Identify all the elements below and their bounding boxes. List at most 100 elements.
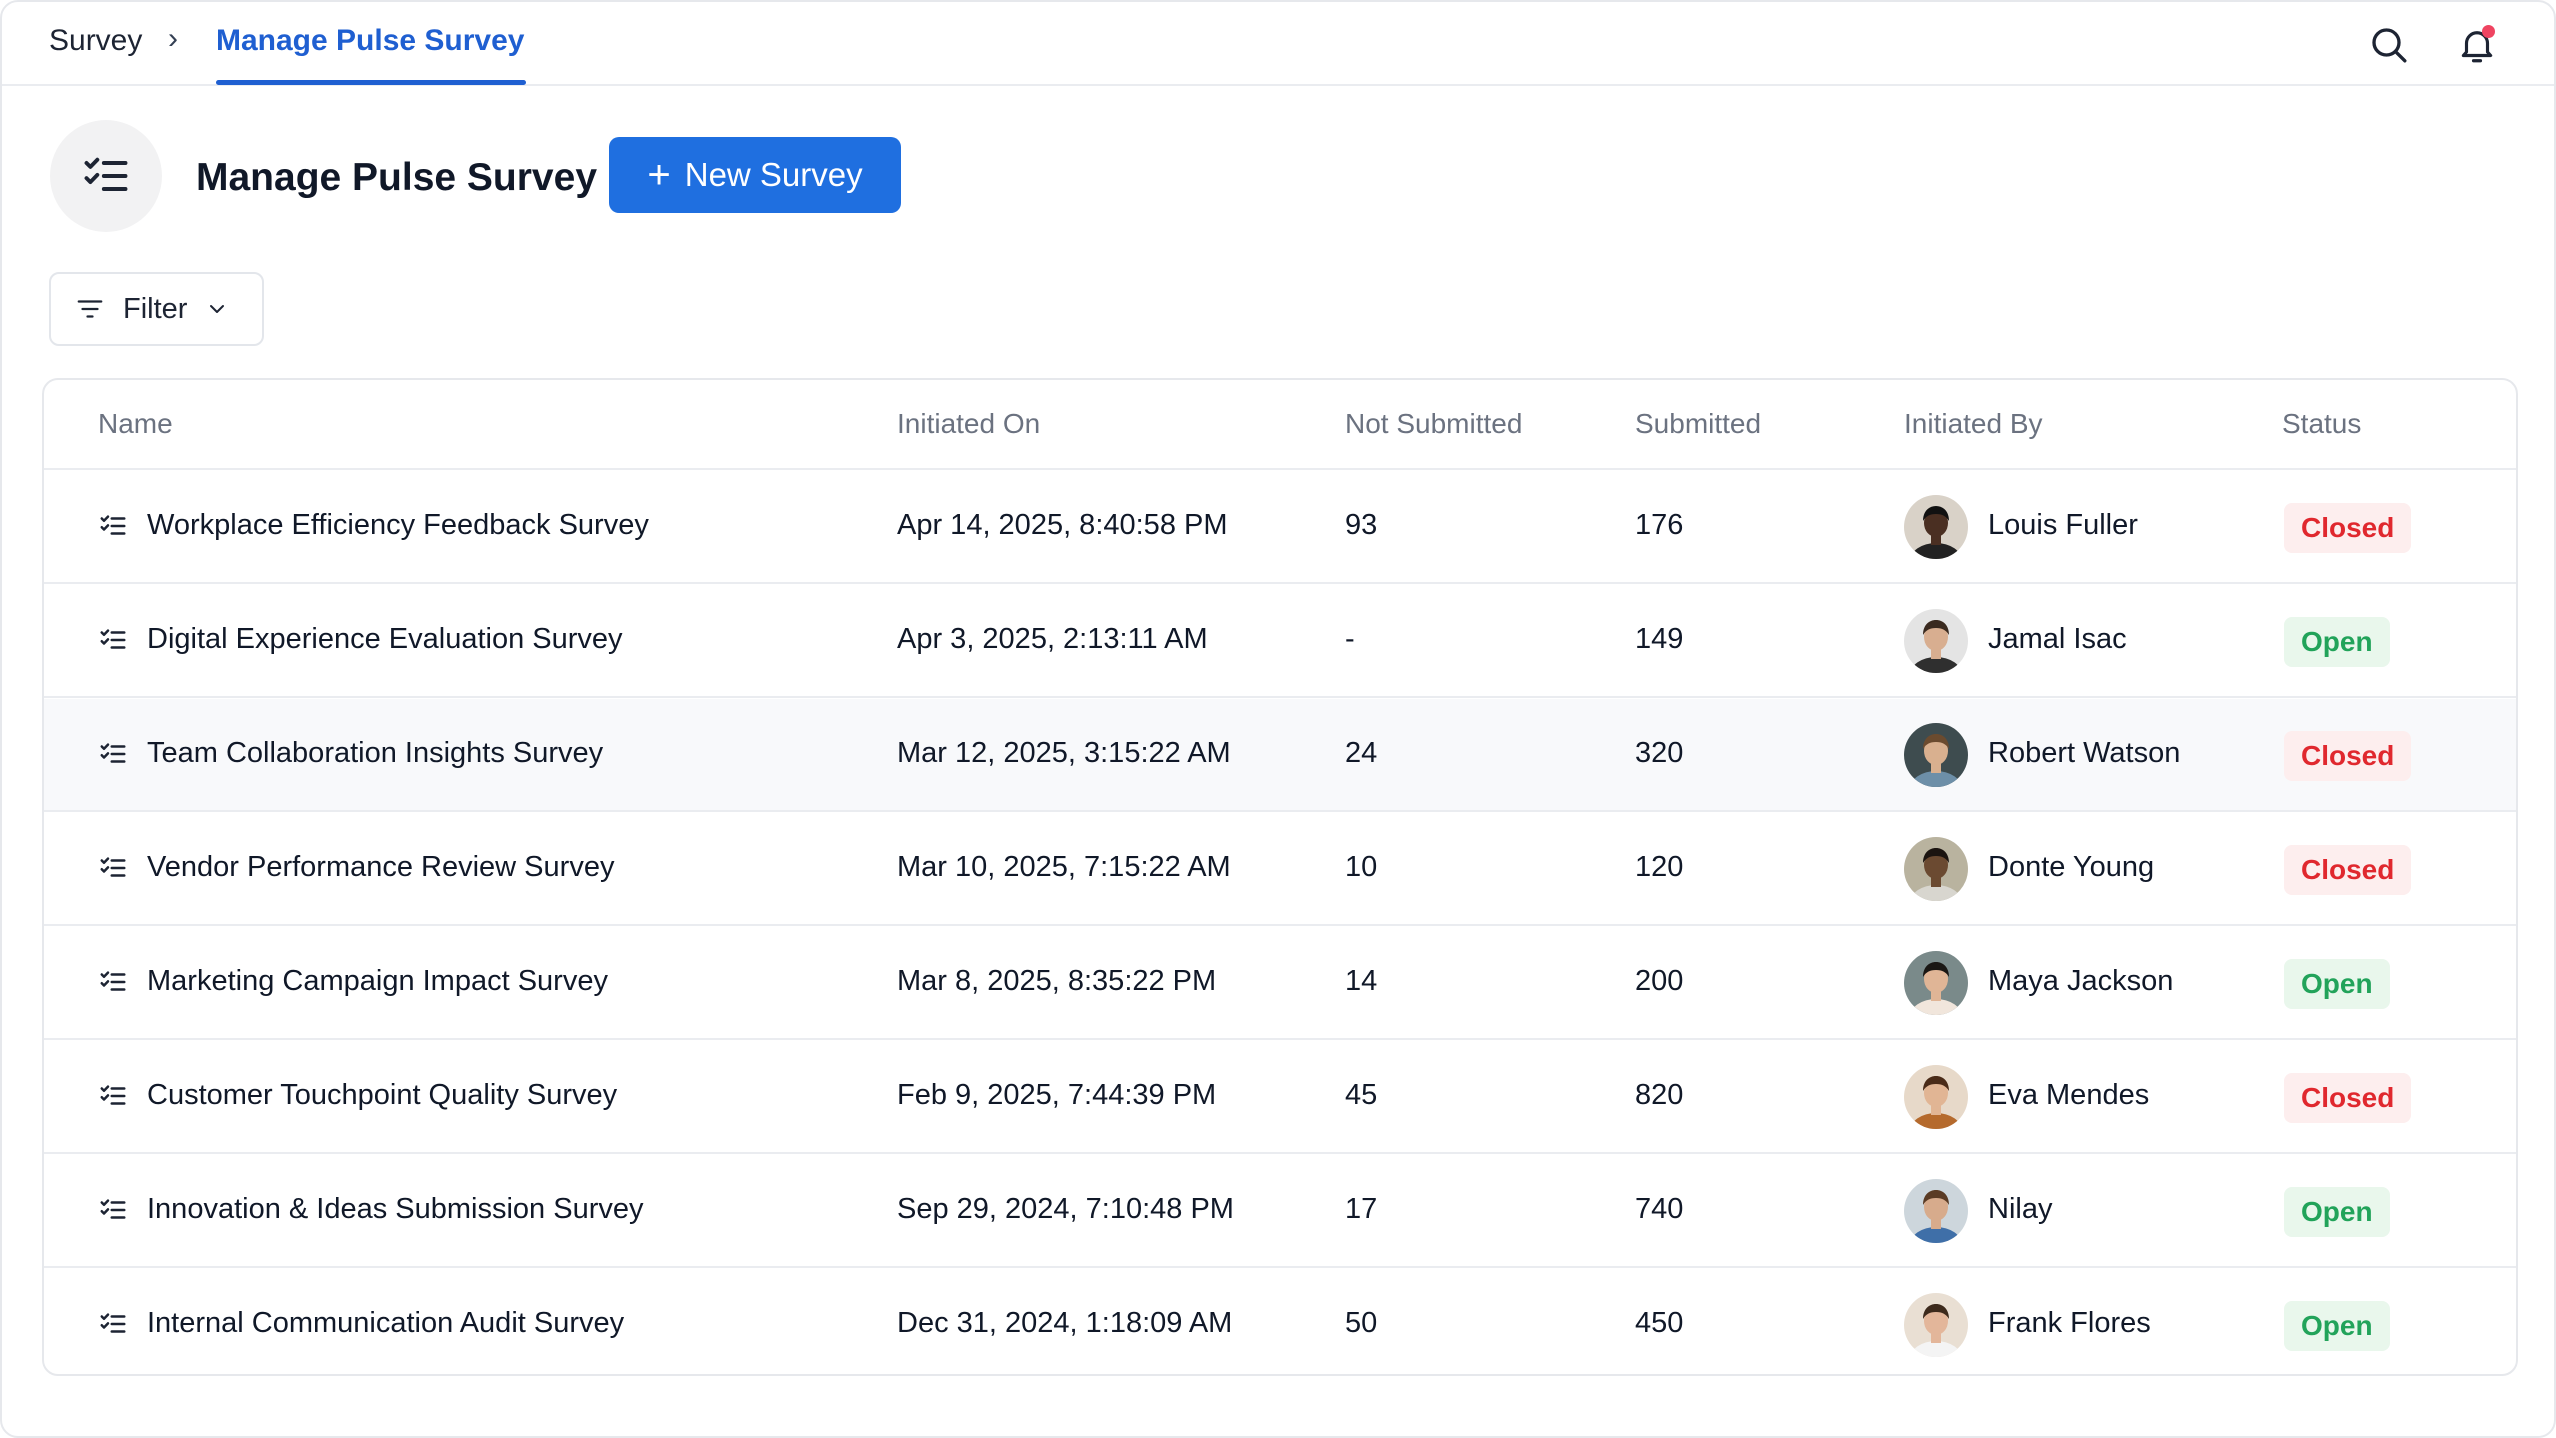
breadcrumb-separator: › (168, 22, 178, 55)
avatar (1904, 837, 1968, 901)
chevron-down-icon (210, 305, 225, 313)
survey-name[interactable]: Marketing Campaign Impact Survey (147, 965, 608, 997)
table-row[interactable]: Marketing Campaign Impact Survey Mar 8, 2… (44, 927, 2516, 1040)
submitted-count: 176 (1635, 509, 1684, 541)
avatar (1904, 951, 1968, 1015)
status-badge: Closed (2284, 845, 2412, 895)
avatar-photo (1904, 723, 1968, 787)
initiated-by-name: Donte Young (1988, 851, 2155, 883)
column-header-name[interactable]: Name (98, 408, 173, 439)
not-submitted-count: 50 (1345, 1307, 1378, 1339)
initiated-on: Sep 29, 2024, 7:10:48 PM (897, 1193, 1234, 1225)
status-badge: Open (2284, 1187, 2390, 1237)
initiated-on: Mar 8, 2025, 8:35:22 PM (897, 965, 1217, 997)
breadcrumb-survey[interactable]: Survey (49, 24, 143, 57)
survey-name[interactable]: Internal Communication Audit Survey (147, 1307, 625, 1339)
table-row[interactable]: Internal Communication Audit Survey Dec 3… (44, 1269, 2516, 1374)
not-submitted-count: 45 (1345, 1079, 1378, 1111)
column-header-initiated-on[interactable]: Initiated On (897, 408, 1041, 439)
table-row[interactable]: Vendor Performance Review Survey Mar 10, … (44, 813, 2516, 926)
initiated-by-name: Maya Jackson (1988, 965, 2174, 997)
initiated-by-name: Frank Flores (1988, 1307, 2151, 1339)
avatar (1904, 495, 1968, 559)
survey-name[interactable]: Workplace Efficiency Feedback Survey (147, 509, 649, 541)
initiated-on: Mar 10, 2025, 7:15:22 AM (897, 851, 1231, 883)
avatar (1904, 609, 1968, 673)
avatar-photo (1904, 609, 1968, 673)
avatar (1904, 723, 1968, 787)
column-header-status[interactable]: Status (2282, 408, 2362, 439)
initiated-on: Dec 31, 2024, 1:18:09 AM (897, 1307, 1233, 1339)
not-submitted-count: 17 (1345, 1193, 1378, 1225)
not-submitted-count: 10 (1345, 851, 1378, 883)
notifications-button[interactable] (2454, 22, 2500, 68)
table-row[interactable]: Customer Touchpoint Quality Survey Feb 9,… (44, 1041, 2516, 1154)
submitted-count: 740 (1635, 1193, 1684, 1225)
column-header-not-submitted[interactable]: Not Submitted (1345, 408, 1523, 439)
submitted-count: 149 (1635, 623, 1684, 655)
checklist-icon (100, 971, 126, 991)
new-survey-button[interactable]: + New Survey (609, 137, 901, 213)
bell-icon (2461, 31, 2493, 63)
table-row[interactable]: Digital Experience Evaluation Survey Apr … (44, 585, 2516, 698)
page-title: Manage Pulse Survey (196, 156, 598, 199)
survey-name[interactable]: Digital Experience Evaluation Survey (147, 623, 623, 655)
search-button[interactable] (2366, 22, 2412, 68)
column-header-submitted[interactable]: Submitted (1635, 408, 1762, 439)
initiated-on: Apr 14, 2025, 8:40:58 PM (897, 509, 1228, 541)
checklist-icon (100, 1199, 126, 1219)
initiated-by-name: Jamal Isac (1988, 623, 2127, 655)
avatar (1904, 1065, 1968, 1129)
checklist-icon (84, 157, 128, 191)
survey-name[interactable]: Vendor Performance Review Survey (147, 851, 615, 883)
initiated-by-name: Eva Mendes (1988, 1079, 2150, 1111)
avatar-photo (1904, 495, 1968, 559)
filter-button[interactable]: Filter (49, 272, 264, 346)
not-submitted-count: - (1345, 623, 1355, 655)
submitted-count: 450 (1635, 1307, 1684, 1339)
checklist-icon (100, 857, 126, 877)
table-row[interactable]: Innovation & Ideas Submission Survey Sep … (44, 1155, 2516, 1268)
avatar-photo (1904, 1179, 1968, 1243)
checklist-icon (100, 1313, 126, 1333)
breadcrumb-current[interactable]: Manage Pulse Survey (216, 24, 525, 57)
checklist-icon (100, 1085, 126, 1105)
avatar-photo (1904, 1293, 1968, 1357)
checklist-icon (100, 629, 126, 649)
submitted-count: 200 (1635, 965, 1684, 997)
initiated-by-name: Nilay (1988, 1193, 2053, 1225)
new-survey-label: New Survey (684, 156, 863, 193)
plus-icon: + (647, 153, 671, 197)
avatar-photo (1904, 837, 1968, 901)
submitted-count: 320 (1635, 737, 1684, 769)
status-badge: Open (2284, 959, 2390, 1009)
avatar-photo (1904, 1065, 1968, 1129)
submitted-count: 120 (1635, 851, 1684, 883)
table-row[interactable]: Team Collaboration Insights Survey Mar 12… (44, 699, 2516, 812)
checklist-icon (100, 743, 126, 763)
avatar (1904, 1293, 1968, 1357)
avatar (1904, 1179, 1968, 1243)
survey-name[interactable]: Innovation & Ideas Submission Survey (147, 1193, 644, 1225)
column-header-initiated-by[interactable]: Initiated By (1904, 408, 2043, 439)
status-badge: Closed (2284, 503, 2412, 553)
initiated-on: Mar 12, 2025, 3:15:22 AM (897, 737, 1231, 769)
checklist-icon (100, 515, 126, 535)
filter-label: Filter (123, 292, 188, 325)
submitted-count: 820 (1635, 1079, 1684, 1111)
not-submitted-count: 24 (1345, 737, 1378, 769)
initiated-on: Apr 3, 2025, 2:13:11 AM (897, 623, 1208, 655)
initiated-by-name: Robert Watson (1988, 737, 2181, 769)
search-icon (2372, 28, 2407, 63)
status-badge: Closed (2284, 1073, 2412, 1123)
table-row[interactable]: Workplace Efficiency Feedback Survey Apr … (44, 471, 2516, 584)
survey-name[interactable]: Customer Touchpoint Quality Survey (147, 1079, 618, 1111)
top-bar: Survey › Manage Pulse Survey (2, 2, 2554, 86)
initiated-by-name: Louis Fuller (1988, 509, 2138, 541)
filter-icon (77, 300, 103, 318)
survey-name[interactable]: Team Collaboration Insights Survey (147, 737, 604, 769)
avatar-photo (1904, 951, 1968, 1015)
not-submitted-count: 93 (1345, 509, 1378, 541)
status-badge: Closed (2284, 731, 2412, 781)
